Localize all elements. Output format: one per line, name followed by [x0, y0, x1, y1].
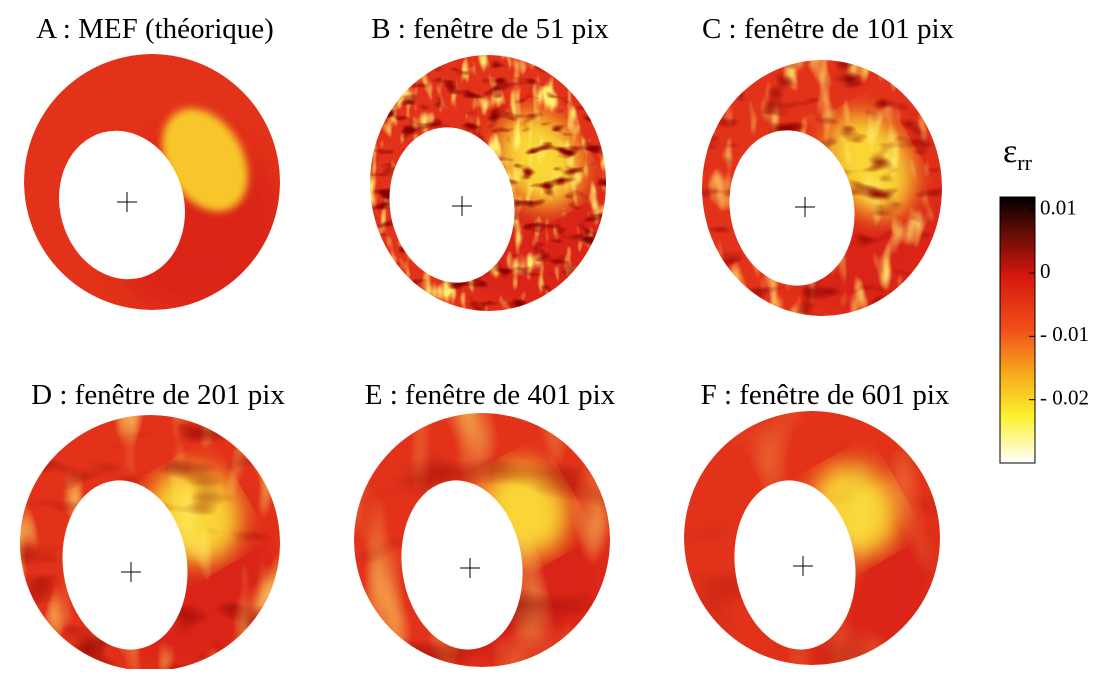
colorbar-tick-label: 0 [1040, 259, 1051, 283]
colorbar-tick-label: - 0.01 [1040, 322, 1089, 346]
panel: D : fenêtre de 201 pix [20, 379, 285, 671]
cavity [59, 130, 185, 280]
colorbar-symbol: ε [1003, 133, 1017, 170]
cavity [62, 480, 188, 650]
panel-title: E : fenêtre de 401 pix [365, 379, 616, 411]
center-cross [795, 197, 815, 217]
center-cross [460, 558, 480, 578]
colorbar-label: εrr [1003, 133, 1033, 175]
colorbar-tick-label: 0.01 [1040, 195, 1077, 219]
panel: E : fenêtre de 401 pix [354, 379, 616, 667]
cavity [401, 480, 523, 650]
panel-title: B : fenêtre de 51 pix [371, 13, 609, 45]
panel-title: F : fenêtre de 601 pix [701, 379, 950, 411]
center-cross [452, 196, 472, 216]
compression-zone [162, 108, 248, 212]
panels: A : MEF (théorique) B : fenêtre de 51 pix… [20, 13, 955, 671]
colorbar-subscript: rr [1017, 150, 1032, 175]
panel-title: C : fenêtre de 101 pix [702, 13, 955, 45]
panel-title: D : fenêtre de 201 pix [31, 379, 285, 411]
center-cross [117, 192, 137, 212]
colorbar-gradient [999, 196, 1036, 464]
panel: B : fenêtre de 51 pix [370, 13, 609, 311]
panel: C : fenêtre de 101 pix [702, 13, 955, 316]
center-cross [121, 562, 141, 582]
colorbar: εrr 0.01 0 - 0.01 - 0.02 [999, 133, 1089, 464]
cavity [729, 130, 855, 286]
panel: A : MEF (théorique) [24, 13, 280, 310]
cavity [389, 127, 515, 283]
center-cross [793, 556, 813, 576]
cavity [734, 480, 856, 650]
panel: F : fenêtre de 601 pix [684, 379, 950, 665]
colorbar-tick-label: - 0.02 [1040, 385, 1089, 409]
panel-title: A : MEF (théorique) [36, 13, 274, 45]
